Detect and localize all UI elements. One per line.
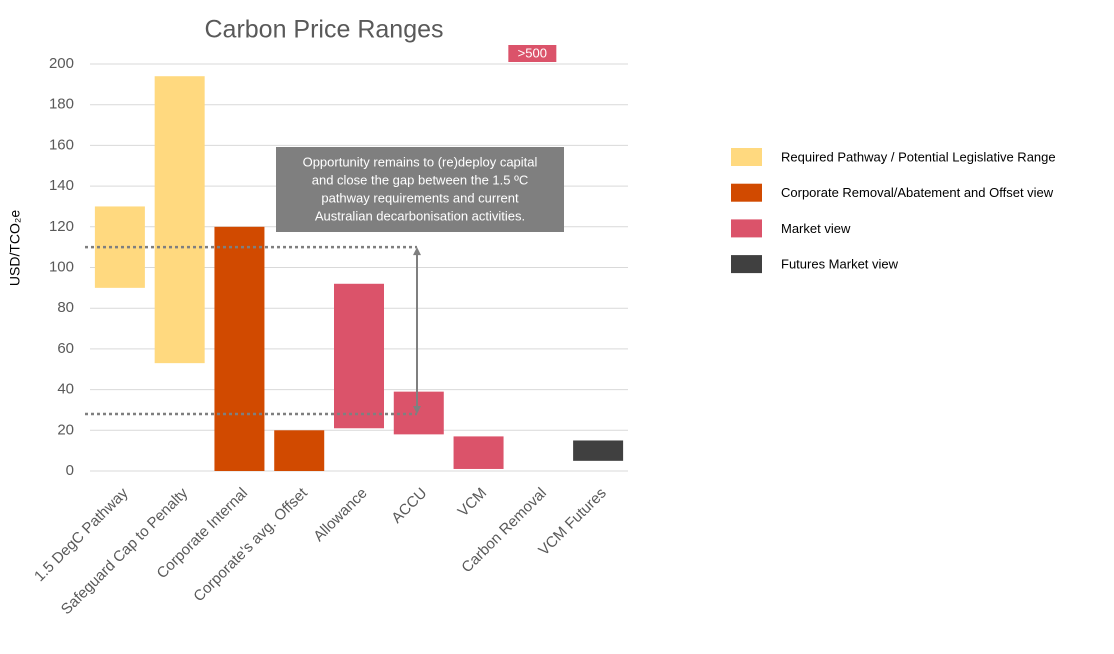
arrow-head (413, 247, 421, 256)
legend-swatch (731, 255, 762, 274)
x-tick-label: Allowance (310, 485, 370, 545)
bar (334, 283, 384, 429)
legend-label: Market view (781, 221, 851, 236)
bar (393, 391, 444, 435)
annotation-text: and close the gap between the 1.5 ºC (312, 172, 529, 187)
y-tick-label: 60 (57, 340, 74, 357)
annotation-text: Australian decarbonisation activities. (315, 208, 525, 223)
y-tick-label: 200 (49, 55, 74, 72)
arrow-head (413, 406, 421, 415)
y-axis-label: USD/TCO₂e (7, 210, 23, 286)
annotation-box (276, 147, 564, 232)
legend-label: Corporate Removal/Abatement and Offset v… (781, 185, 1054, 200)
x-tick-label: VCM (455, 485, 491, 521)
y-tick-label: 80 (57, 299, 74, 316)
bar (214, 226, 265, 471)
y-tick-label: 120 (49, 218, 74, 235)
x-tick-label: Corporate's avg. Offset (190, 484, 311, 605)
y-tick-label: 180 (49, 96, 74, 113)
x-tick-label: ACCU (388, 485, 430, 527)
bar (453, 436, 504, 469)
legend-swatch (731, 148, 762, 166)
bar (573, 440, 624, 461)
legend-label: Futures Market view (781, 257, 899, 272)
y-tick-label: 100 (49, 258, 74, 275)
chart-title: Carbon Price Ranges (204, 16, 443, 44)
y-tick-label: 40 (57, 381, 74, 398)
legend-swatch (731, 183, 762, 202)
y-tick-label: 0 (66, 462, 74, 479)
y-tick-label: 20 (57, 421, 74, 438)
annotation-text: Opportunity remains to (re)deploy capita… (303, 154, 538, 169)
overflow-bar (508, 45, 557, 62)
y-tick-label: 160 (49, 136, 74, 153)
legend-label: Required Pathway / Potential Legislative… (781, 149, 1056, 164)
data-label: >500 (518, 45, 547, 60)
bar (94, 206, 145, 288)
y-tick-label: 140 (49, 177, 74, 194)
legend-swatch (731, 219, 762, 238)
bar (154, 76, 205, 364)
annotation-text: pathway requirements and current (321, 190, 519, 205)
bar (274, 430, 325, 471)
